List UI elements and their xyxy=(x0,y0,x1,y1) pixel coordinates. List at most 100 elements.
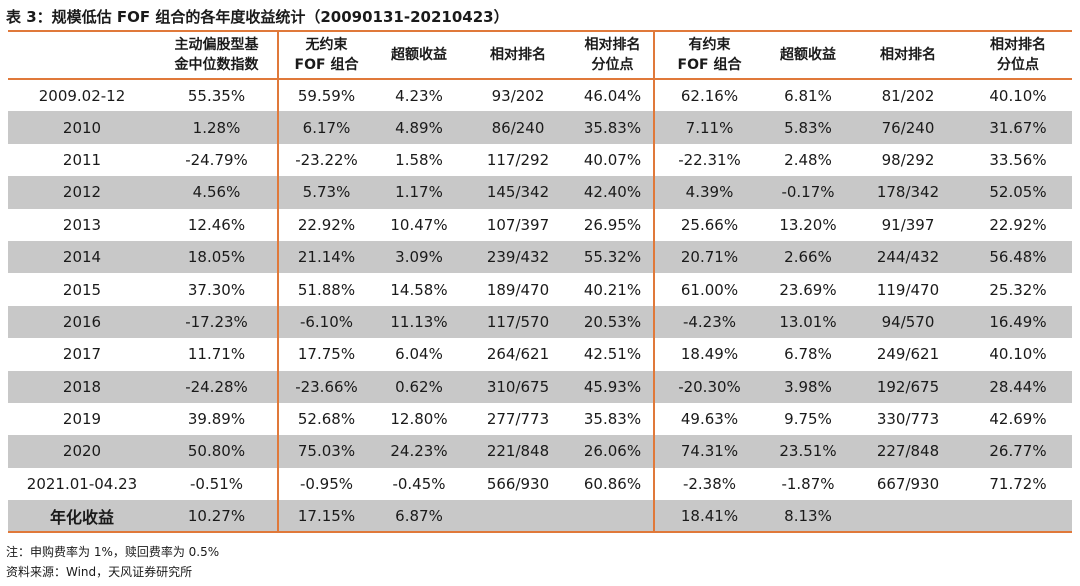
table-cell: 2.48% xyxy=(784,150,832,169)
table-cell: 7.11% xyxy=(653,111,764,144)
table-cell: 60.86% xyxy=(583,474,642,493)
table-body: 2009.02-12 55.35% 59.59% 4.23% 93/202 46.04% 6… xyxy=(8,79,1072,534)
table-cell: 55.35% xyxy=(187,86,246,105)
table-cell: 93/202 xyxy=(491,86,545,105)
header-line: 主动偏股型基 xyxy=(174,37,259,53)
table-cell: 52.68% xyxy=(277,402,374,436)
table-cell: 1.17% xyxy=(374,176,464,209)
column-header-7: 超额收益 xyxy=(764,31,852,79)
row-label: 2016 xyxy=(8,305,156,339)
table-cell: 145/342 xyxy=(464,176,572,209)
table-cell: 227/848 xyxy=(852,435,964,468)
table-cell: 14.58% xyxy=(390,280,448,299)
header-line: 分位点 xyxy=(997,57,1039,73)
row-label: 2020 xyxy=(8,435,156,468)
table-cell: -4.23% xyxy=(653,305,764,339)
table-cell: 119/470 xyxy=(876,280,940,299)
header-line: FOF 组合 xyxy=(294,57,359,73)
table-cell: 4.56% xyxy=(156,176,278,209)
table-cell: 330/773 xyxy=(876,410,940,429)
footnotes: 注：申购费率为 1%，赎回费率为 0.5% 资料来源：Wind，天风证券研究所 xyxy=(6,542,219,582)
table-cell: 667/930 xyxy=(876,474,940,493)
table-cell: 22.92% xyxy=(277,208,374,241)
row-label: 2012 xyxy=(8,176,156,209)
table-cell: 192/675 xyxy=(852,370,964,403)
table-cell: 0.62% xyxy=(374,370,464,403)
row-label: 2015 xyxy=(62,280,102,299)
table-cell xyxy=(572,500,654,534)
row-label: 2017 xyxy=(62,345,102,364)
header-line: 超额收益 xyxy=(391,47,447,63)
row-label: 年化收益 xyxy=(8,500,156,534)
table-cell: 13.01% xyxy=(764,305,852,339)
table-cell: -0.51% xyxy=(189,474,244,493)
table-cell: 178/342 xyxy=(852,176,964,209)
column-header-9: 相对排名 分位点 xyxy=(964,31,1072,79)
table-cell: 42.51% xyxy=(583,345,642,364)
returns-table-container: 主动偏股型基 金中位数指数 无约束 FOF 组合 超额收益 相对排名 相对排名 分位点 有约束 F… xyxy=(8,30,1072,534)
table-cell: 18.49% xyxy=(653,338,764,371)
table-caption: 表 3：规模低估 FOF 组合的各年度收益统计（20090131-2021042… xyxy=(6,8,509,26)
table-cell: -0.17% xyxy=(764,176,852,209)
table-cell: 42.69% xyxy=(989,410,1047,429)
table-cell: 23.51% xyxy=(764,435,852,468)
table-header: 主动偏股型基 金中位数指数 无约束 FOF 组合 超额收益 相对排名 相对排名 分位点 有约束 F… xyxy=(8,31,1072,79)
table-cell: 11.13% xyxy=(374,305,464,339)
table-cell: 1.28% xyxy=(156,111,278,144)
table-cell: -23.66% xyxy=(277,370,374,403)
table-cell: 2.66% xyxy=(764,240,852,274)
table-cell: 1.58% xyxy=(395,150,443,169)
table-cell: 4.39% xyxy=(653,176,764,209)
table-row: 2010 1.28% 6.17% 4.89% 86/240 35.83% 7.11% 5.83… xyxy=(8,111,1072,144)
table-cell: -24.28% xyxy=(156,370,278,403)
table-row: 2013 12.46% 22.92% 10.47% 107/397 26.95% 25.66… xyxy=(8,208,1072,241)
table-row: 2016 -17.23% -6.10% 11.13% 117/570 20.53% -4.2… xyxy=(8,305,1072,339)
table-row: 2019 39.89% 52.68% 12.80% 277/773 35.83% 49.63… xyxy=(8,402,1072,436)
table-cell: 74.31% xyxy=(653,435,764,468)
table-cell: 18.05% xyxy=(156,240,278,274)
header-line: 有约束 xyxy=(688,37,731,53)
table-cell: 20.53% xyxy=(572,305,654,339)
table-cell: -2.38% xyxy=(653,467,764,501)
table-cell: 55.32% xyxy=(572,240,654,274)
table-cell: 26.06% xyxy=(572,435,654,468)
table-row: 2020 50.80% 75.03% 24.23% 221/848 26.06% 74.31… xyxy=(8,435,1072,468)
table-cell: 24.23% xyxy=(374,435,464,468)
column-header-4: 相对排名 xyxy=(464,31,572,79)
table-cell: 8.13% xyxy=(764,500,852,534)
header-line: 超额收益 xyxy=(780,47,836,63)
table-cell: 37.30% xyxy=(187,280,246,299)
table-cell: 6.78% xyxy=(784,345,832,364)
table-cell: 61.00% xyxy=(653,273,764,306)
table-cell: 59.59% xyxy=(277,79,374,112)
table-row: 2011 -24.79% -23.22% 1.58% 117/292 40.07% -22.… xyxy=(8,143,1072,177)
header-line: 无约束 xyxy=(305,37,348,53)
table-cell: 56.48% xyxy=(964,240,1072,274)
table-cell: 21.14% xyxy=(277,240,374,274)
table-cell: 4.23% xyxy=(395,86,443,105)
table-cell: 277/773 xyxy=(486,410,550,429)
table-cell: 52.05% xyxy=(964,176,1072,209)
table-cell: 98/292 xyxy=(881,150,935,169)
row-label: 2010 xyxy=(8,111,156,144)
table-cell: -22.31% xyxy=(653,143,764,177)
table-cell: 3.98% xyxy=(764,370,852,403)
table-cell: 91/397 xyxy=(881,215,935,234)
source-note: 资料来源：Wind，天风证券研究所 xyxy=(6,565,193,579)
row-label: 2011 xyxy=(62,150,102,169)
header-line: 相对排名 xyxy=(584,37,641,53)
table-cell: 17.15% xyxy=(277,500,374,534)
table-cell: 94/570 xyxy=(852,305,964,339)
table-cell: 40.07% xyxy=(583,150,642,169)
table-row: 年化收益 10.27% 17.15% 6.87% 18.41% 8.13% xyxy=(8,500,1072,534)
table-cell: 81/202 xyxy=(881,86,935,105)
row-label: 2018 xyxy=(8,370,156,403)
table-cell: -6.10% xyxy=(277,305,374,339)
table-cell: 117/292 xyxy=(486,150,550,169)
column-header-8: 相对排名 xyxy=(852,31,964,79)
table-cell: 310/675 xyxy=(464,370,572,403)
table-cell: 40.21% xyxy=(583,280,642,299)
table-cell: 23.69% xyxy=(779,280,837,299)
table-cell: -17.23% xyxy=(156,305,278,339)
table-cell: 3.09% xyxy=(374,240,464,274)
